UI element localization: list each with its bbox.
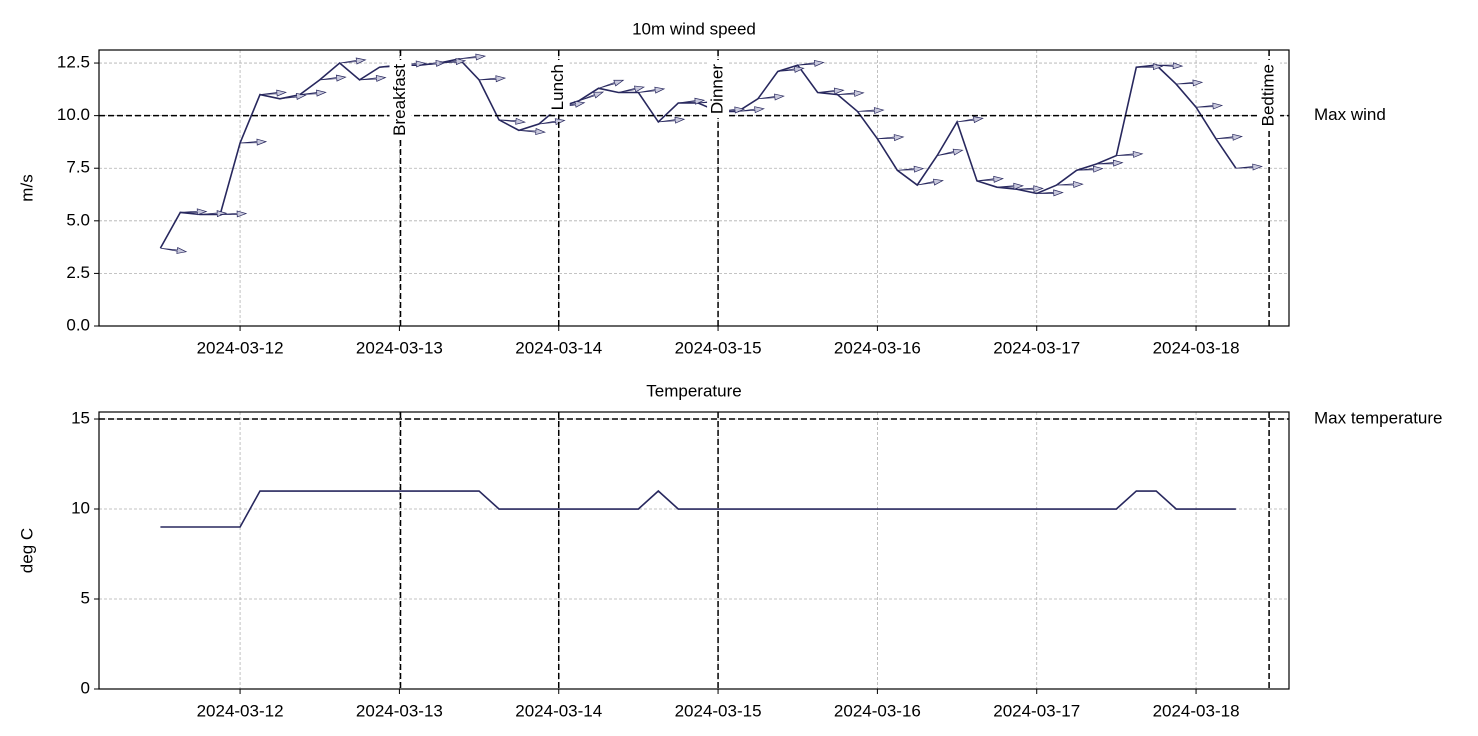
wind-arrow [558, 100, 586, 108]
wind-arrow [897, 165, 925, 173]
wind-arrow [678, 97, 706, 105]
wind-arrow [1156, 62, 1184, 70]
event-label: Breakfast [390, 64, 409, 136]
wind-arrow [658, 116, 686, 124]
wind-arrow [1056, 180, 1084, 188]
y-tick-label: 15 [71, 409, 90, 428]
wind-arrow [578, 91, 605, 102]
plot-frame [98, 49, 1290, 327]
y-tick-label: 5.0 [66, 210, 90, 229]
chart-title: Temperature [646, 381, 741, 400]
x-tick-label: 2024-03-12 [197, 701, 284, 720]
wind-arrow [937, 148, 964, 156]
reference-label: Max temperature [1314, 409, 1443, 428]
x-tick-label: 2024-03-13 [356, 338, 443, 357]
wind-arrow [996, 182, 1024, 190]
x-tick-label: 2024-03-16 [834, 701, 921, 720]
wind-arrow [339, 57, 367, 65]
chart-title: 10m wind speed [632, 19, 756, 38]
event-label-bg [707, 60, 730, 119]
wind-arrow [1076, 165, 1104, 173]
wind-arrow [877, 134, 905, 142]
y-tick-label: 7.5 [66, 158, 90, 177]
x-tick-label: 2024-03-18 [1153, 701, 1240, 720]
wind-arrow [1136, 63, 1164, 71]
event-label: Dinner [708, 64, 727, 114]
wind-arrow [957, 116, 984, 124]
x-tick-label: 2024-03-17 [993, 338, 1080, 357]
event-label-bg [1258, 60, 1281, 131]
y-tick-label: 10 [71, 498, 90, 517]
wind-arrow [220, 210, 248, 218]
wind-arrow [737, 106, 765, 114]
wind-arrow [1096, 159, 1124, 167]
data-line [159, 57, 1237, 249]
wind-arrow [359, 74, 387, 82]
wind-arrow [180, 208, 208, 216]
event-label-bg [547, 60, 570, 115]
data-line [160, 489, 1236, 528]
wind-arrow [1176, 79, 1204, 87]
y-tick-label: 10.0 [57, 105, 90, 124]
wind-arrow [399, 60, 427, 68]
wind-arrow [638, 86, 666, 94]
wind-arrow [757, 93, 785, 101]
y-axis-label: m/s [17, 174, 36, 201]
wind-arrow [618, 85, 645, 93]
wind-arrow [160, 247, 188, 254]
wind-arrow [976, 175, 1004, 183]
y-axis-label: deg C [17, 528, 36, 573]
x-tick-label: 2024-03-13 [356, 701, 443, 720]
y-tick-label: 2.5 [66, 263, 90, 282]
wind-arrow [857, 107, 885, 115]
reference-label: Max wind [1314, 105, 1386, 124]
event-label-bg [389, 60, 412, 140]
wind-arrow [797, 59, 825, 67]
wind-arrow [319, 74, 347, 82]
wind-arrow [598, 79, 625, 89]
wind-arrow [518, 128, 546, 135]
wind-arrow [1016, 185, 1044, 193]
wind-arrow [837, 89, 865, 97]
y-tick-label: 5 [81, 588, 90, 607]
x-tick-label: 2024-03-12 [197, 338, 284, 357]
plot-frame [98, 411, 1290, 690]
wind-arrow [200, 210, 228, 218]
x-tick-label: 2024-03-14 [515, 338, 602, 357]
wind-arrow [917, 178, 944, 186]
event-label: Lunch [548, 64, 567, 110]
wind-arrow [1215, 133, 1243, 141]
x-tick-label: 2024-03-14 [515, 701, 602, 720]
x-tick-label: 2024-03-15 [675, 701, 762, 720]
x-tick-label: 2024-03-16 [834, 338, 921, 357]
wind-arrow [1036, 189, 1064, 197]
wind-arrow [1235, 163, 1263, 171]
y-tick-label: 0.0 [66, 315, 90, 334]
x-tick-label: 2024-03-17 [993, 701, 1080, 720]
wind-arrow [817, 87, 845, 95]
y-tick-label: 0 [81, 678, 90, 697]
wind-arrow [1196, 102, 1224, 110]
wind-arrow [259, 89, 287, 97]
wind-arrow [777, 65, 805, 73]
wind-arrow [718, 106, 746, 114]
x-tick-label: 2024-03-15 [675, 338, 762, 357]
x-tick-label: 2024-03-18 [1153, 338, 1240, 357]
wind-arrow [459, 53, 487, 61]
event-label: Bedtime [1259, 64, 1278, 126]
wind-arrow [299, 89, 327, 97]
wind-arrow [439, 58, 467, 66]
wind-arrow [279, 93, 307, 100]
wind-arrow [240, 138, 268, 146]
wind-arrow [479, 75, 507, 83]
wind-arrow [1116, 150, 1144, 158]
y-tick-label: 12.5 [57, 53, 90, 72]
wind-arrow [498, 117, 526, 125]
